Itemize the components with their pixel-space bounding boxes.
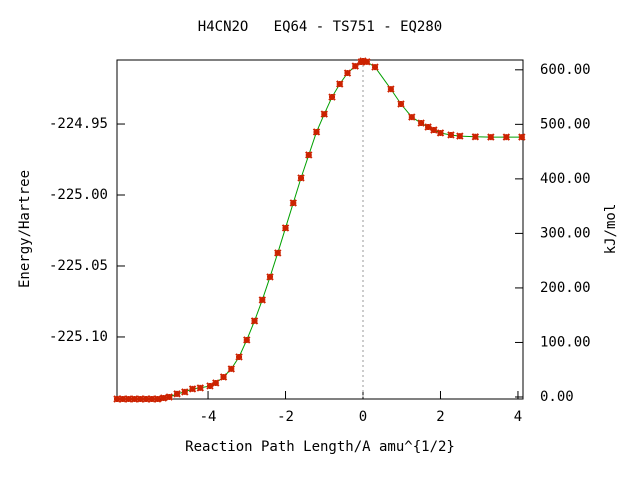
y2-tick-label: 100.00 (540, 334, 591, 350)
x-tick-label: 2 (436, 409, 444, 425)
data-point (148, 395, 156, 403)
data-point (281, 224, 290, 232)
data-point (305, 151, 313, 159)
data-point (518, 133, 526, 141)
y2-tick-label: 0.00 (540, 389, 574, 405)
y-tick-label: -225.00 (49, 187, 108, 203)
data-point (343, 69, 352, 77)
y-tick-label: -225.05 (49, 258, 108, 274)
data-point (130, 395, 139, 403)
data-point (359, 57, 367, 65)
data-point (430, 126, 438, 134)
data-point (153, 395, 162, 403)
data-point (363, 58, 371, 66)
y-tick-label: -225.10 (49, 329, 108, 345)
data-point (136, 395, 144, 403)
data-point (471, 133, 480, 141)
data-point (456, 132, 464, 140)
data-point (289, 199, 297, 207)
y2-axis-label: kJ/mol (603, 204, 619, 255)
x-tick-label: -2 (277, 409, 294, 425)
data-point (487, 133, 495, 141)
data-point (250, 317, 259, 325)
data-point (124, 395, 133, 403)
data-point (297, 174, 305, 182)
data-point (320, 110, 328, 118)
y-axis-label: Energy/Hartree (17, 170, 33, 288)
x-tick-label: -4 (200, 409, 217, 425)
y2-tick-label: 200.00 (540, 280, 591, 296)
data-point (371, 63, 379, 71)
data-point (119, 395, 127, 403)
y2-tick-label: 400.00 (540, 171, 591, 187)
data-point (219, 373, 228, 381)
data-point (424, 123, 432, 131)
data-point (312, 128, 321, 136)
data-point (328, 93, 336, 101)
data-point (173, 390, 181, 398)
data-point (336, 80, 344, 88)
data-point (351, 62, 359, 70)
y2-tick-label: 600.00 (540, 62, 591, 78)
y2-tick-label: 300.00 (540, 225, 591, 241)
data-point (408, 113, 416, 121)
x-tick-label: 0 (359, 409, 367, 425)
data-point (243, 336, 251, 344)
data-point (502, 133, 511, 141)
y2-tick-label: 500.00 (540, 116, 591, 132)
data-point (274, 249, 282, 257)
data-point (206, 382, 214, 390)
data-point (212, 379, 220, 387)
data-point (447, 131, 455, 139)
data-point (417, 119, 425, 127)
data-point (196, 384, 204, 392)
data-point (165, 393, 174, 401)
data-point (258, 296, 266, 304)
data-point (387, 85, 395, 93)
data-point (235, 353, 243, 361)
data-point (181, 388, 189, 396)
data-point (142, 395, 150, 403)
data-point (397, 100, 405, 108)
curve (117, 60, 522, 400)
data-point (159, 394, 168, 402)
x-axis-label: Reaction Path Length/A amu^{1/2} (185, 439, 455, 455)
x-tick-label: 4 (514, 409, 522, 425)
chart-title: H4CN2O EQ64 - TS751 - EQ280 (198, 19, 442, 35)
data-point (227, 365, 235, 373)
plot-frame (116, 59, 524, 400)
data-point (436, 129, 445, 137)
data-point (113, 395, 121, 403)
y-tick-label: -224.95 (49, 116, 108, 132)
data-point (188, 385, 197, 393)
data-point (266, 273, 274, 281)
